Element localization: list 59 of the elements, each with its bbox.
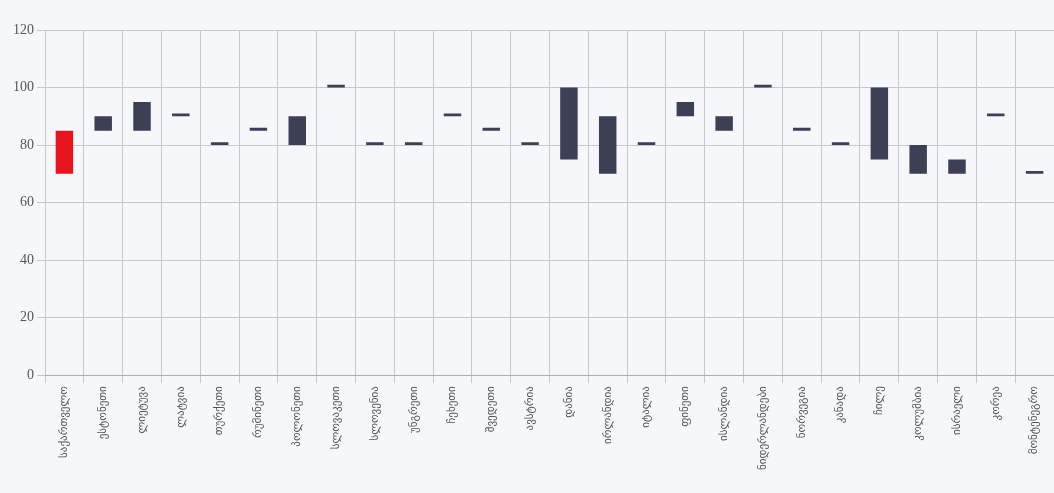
y-tick-label: 120 (13, 21, 34, 37)
x-tick-label: სლოვაკეთი (328, 385, 342, 450)
x-tick-label: იტალია (639, 385, 653, 428)
x-tick-label: შვედეთი (484, 385, 498, 433)
bar (210, 142, 229, 146)
x-tick-label: კოლუმბია (911, 385, 925, 441)
x-tick-label: რუმინეთი (251, 385, 265, 438)
x-tick-label: ლიეტუვა (134, 385, 148, 434)
y-tick-label: 100 (13, 79, 34, 95)
x-tick-label: ნიდერლანდები (755, 385, 769, 471)
bar (870, 87, 889, 160)
x-tick-label: ჩილე (872, 386, 886, 415)
bar (909, 145, 927, 174)
bar (948, 159, 966, 174)
bar (831, 142, 850, 146)
bar (560, 87, 578, 160)
y-tick-label: 60 (20, 194, 34, 210)
bar (598, 116, 617, 174)
x-tick-label: კორეა (988, 385, 1002, 421)
x-tick-label: თურქეთი (212, 385, 226, 436)
x-tick-label: უნგრეთი (406, 385, 420, 433)
bar (443, 113, 462, 117)
y-tick-label: 80 (20, 136, 34, 152)
x-tick-label: ნორვეგია (794, 385, 808, 439)
x-tick-label: ისლანდია (716, 385, 730, 441)
bar (987, 113, 1005, 117)
bar (133, 101, 151, 131)
bar (288, 116, 306, 146)
bar (55, 130, 74, 174)
bar (366, 142, 384, 146)
bar (676, 101, 695, 117)
y-tick-label: 40 (20, 251, 34, 267)
x-tick-label: ფინეთი (678, 385, 692, 427)
x-tick-label: ირლანდია (600, 385, 614, 444)
x-tick-label: მონტენეგრო (1027, 385, 1041, 455)
x-tick-label: ჩეხეთი (445, 385, 459, 424)
bar (754, 84, 772, 88)
x-tick-label: პოლონეთი (290, 385, 304, 447)
bar (715, 116, 733, 131)
bar (1025, 170, 1044, 174)
x-tick-label: სლოვენია (367, 385, 381, 441)
x-tick-label: კანადა (833, 385, 847, 424)
x-tick-label: საქართველო (57, 385, 71, 458)
bar (327, 84, 345, 88)
y-tick-label: 20 (20, 309, 34, 325)
bar (172, 113, 190, 117)
bar (404, 142, 423, 146)
y-tick-label: 0 (27, 366, 34, 382)
bar (249, 127, 268, 131)
x-tick-label: ესტონეთი (96, 385, 110, 440)
bar (482, 127, 501, 131)
bar (793, 127, 811, 131)
bar (94, 116, 112, 131)
bar (521, 142, 539, 146)
x-tick-label: დანია (561, 385, 575, 418)
x-tick-label: ავსტრია (522, 385, 536, 431)
x-tick-label: ლატვია (173, 385, 187, 428)
x-tick-label: ისრაელი (949, 385, 963, 435)
bar (637, 142, 656, 146)
